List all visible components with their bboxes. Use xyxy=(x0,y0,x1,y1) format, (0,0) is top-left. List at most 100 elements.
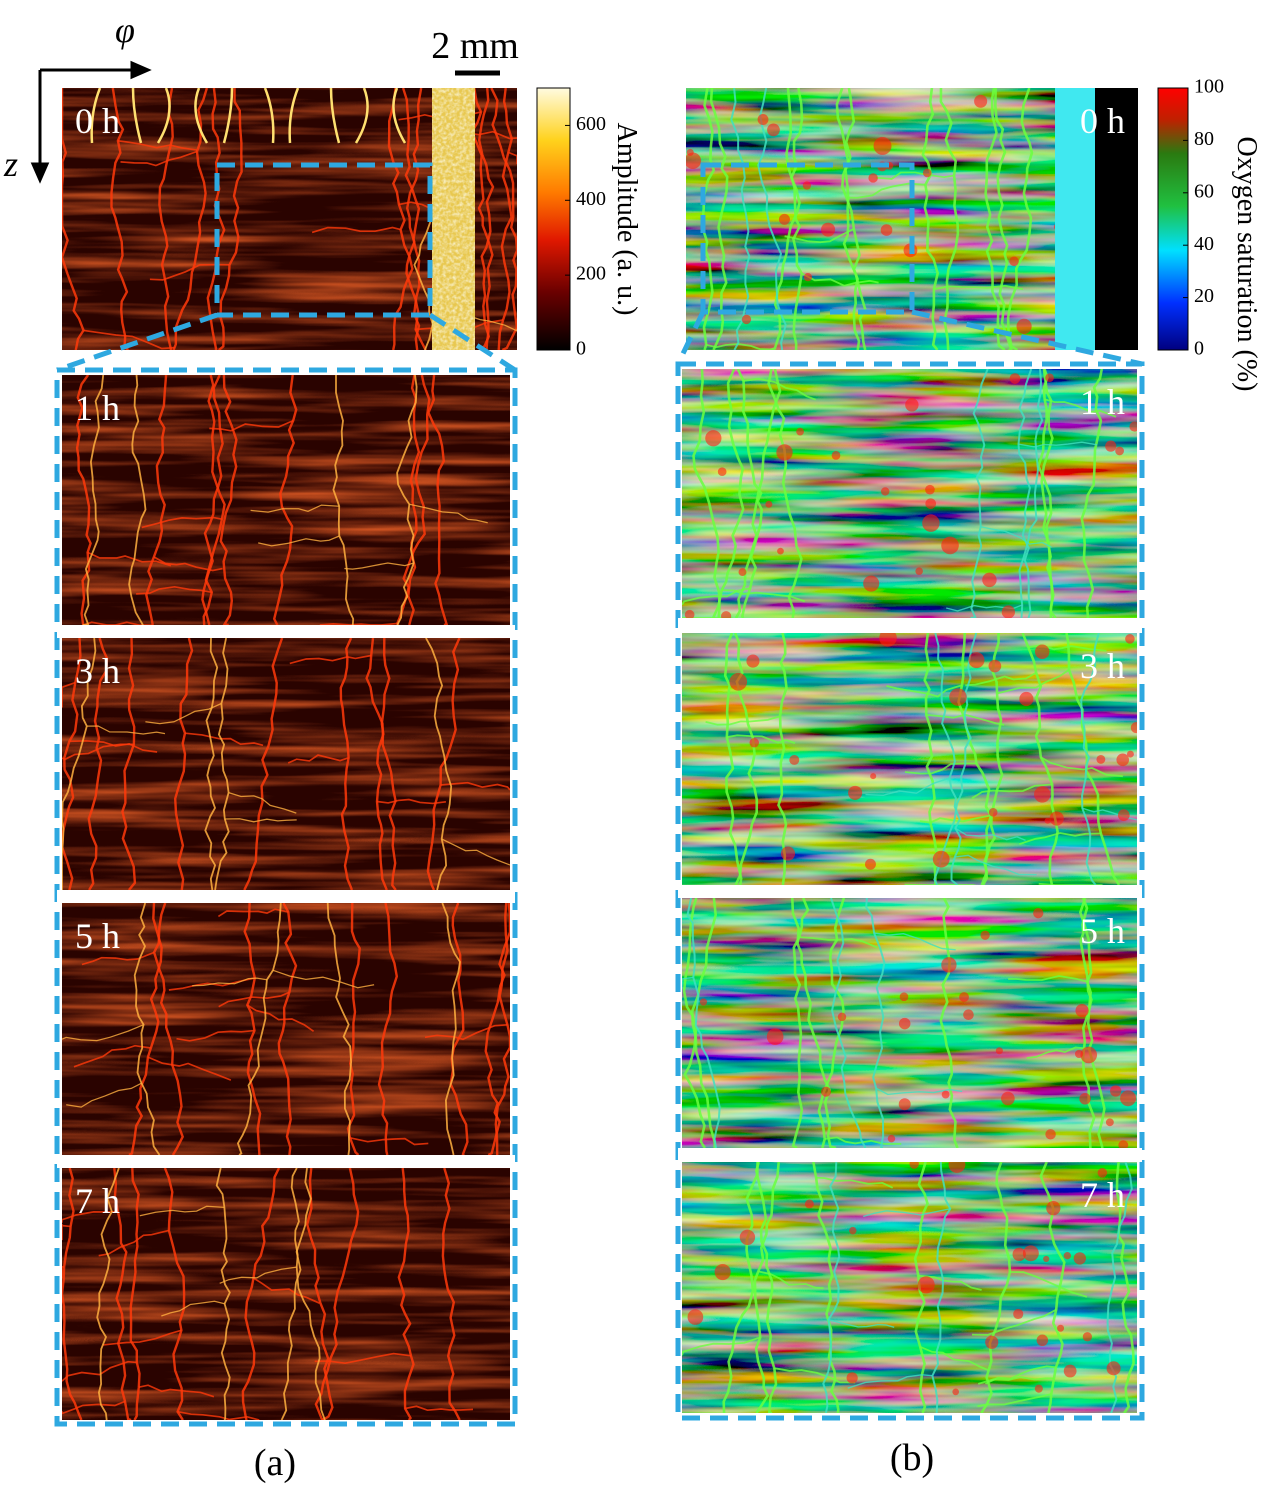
panel-label: (a) xyxy=(254,1442,296,1484)
image-panel xyxy=(682,898,1137,1148)
scale-bar-label: 2 mm xyxy=(431,25,519,67)
vessel xyxy=(682,898,706,1148)
spot xyxy=(941,1090,950,1099)
vessel xyxy=(1115,1162,1135,1413)
vessel xyxy=(497,88,514,350)
spot xyxy=(1106,1361,1121,1376)
separator xyxy=(57,625,515,638)
vessel xyxy=(236,903,282,1155)
vessel xyxy=(774,1367,856,1384)
vessel xyxy=(96,1168,120,1420)
vessel xyxy=(862,1208,951,1218)
vessel xyxy=(204,638,219,890)
vessel xyxy=(219,1266,297,1284)
spot xyxy=(887,1134,896,1143)
vessel xyxy=(87,551,172,567)
vessel xyxy=(314,1352,412,1365)
vessel xyxy=(1026,1046,1090,1059)
colorbar-tick-label: 0 xyxy=(1194,338,1204,360)
vessel xyxy=(290,1168,326,1420)
vessel xyxy=(847,1374,933,1389)
spot xyxy=(880,224,893,236)
vessel xyxy=(822,1162,841,1413)
spot xyxy=(1016,318,1032,334)
vessel xyxy=(767,369,803,618)
spot xyxy=(699,998,708,1006)
image-panel xyxy=(62,375,510,625)
vessel xyxy=(139,1205,225,1217)
time-label: 5 h xyxy=(1080,911,1125,951)
vessel xyxy=(277,903,298,1155)
vessel xyxy=(62,1024,144,1042)
vessel xyxy=(934,633,962,885)
vessel xyxy=(145,375,168,625)
vessel xyxy=(977,1376,1055,1385)
vessel xyxy=(923,633,939,885)
spot xyxy=(1118,1140,1129,1148)
colorbar-tick-label: 0 xyxy=(576,338,586,360)
vessel xyxy=(997,669,1070,695)
image-panel xyxy=(62,903,510,1155)
time-label: 1 h xyxy=(75,388,120,428)
spot xyxy=(1046,1201,1061,1216)
vessel xyxy=(1044,398,1117,418)
spot xyxy=(925,484,935,495)
vessel xyxy=(222,88,234,144)
vessel xyxy=(128,375,147,625)
vessel xyxy=(449,903,469,1155)
spot xyxy=(738,568,747,577)
spot xyxy=(1034,1384,1043,1393)
zoom-line xyxy=(675,310,706,366)
spot xyxy=(757,114,769,125)
vessel xyxy=(376,798,447,805)
spot xyxy=(865,858,876,870)
vessel xyxy=(87,638,109,890)
vessel xyxy=(939,898,959,1148)
vessel xyxy=(955,827,1026,842)
spot xyxy=(995,1047,1003,1055)
spot xyxy=(909,1162,919,1169)
spot xyxy=(776,444,793,461)
spot xyxy=(729,672,748,691)
spot xyxy=(1082,1332,1093,1342)
zoom-line xyxy=(428,312,517,373)
vessel xyxy=(392,88,423,350)
image-panel xyxy=(682,1162,1137,1413)
time-label: 7 h xyxy=(1080,1175,1125,1215)
vessel xyxy=(441,838,510,866)
vessel xyxy=(147,1056,232,1081)
vessel xyxy=(354,88,369,144)
vessel xyxy=(141,516,223,529)
roi-box xyxy=(700,162,915,315)
vessel xyxy=(874,932,956,951)
separator xyxy=(57,1155,515,1168)
vessel xyxy=(209,419,294,432)
vessel xyxy=(1017,369,1033,618)
vessel xyxy=(217,908,289,918)
vessel xyxy=(401,88,421,350)
spot xyxy=(963,1009,974,1020)
time-label: 7 h xyxy=(75,1181,120,1221)
spot xyxy=(821,1086,832,1097)
vessel xyxy=(425,638,453,890)
spot xyxy=(1075,1003,1089,1018)
spot xyxy=(1034,644,1050,659)
vessel xyxy=(194,88,209,144)
colorbar-title: Oxygen saturation (%) xyxy=(1231,136,1262,391)
spot xyxy=(802,181,812,190)
spot xyxy=(1105,440,1117,452)
separator xyxy=(57,890,515,903)
vessel xyxy=(1018,369,1044,618)
spot xyxy=(1079,1093,1091,1105)
spot xyxy=(941,536,959,555)
vessel xyxy=(1080,633,1100,885)
vessel xyxy=(801,272,879,287)
vessel xyxy=(219,375,238,625)
vessel xyxy=(830,898,867,1148)
vessel xyxy=(138,1384,215,1398)
spot xyxy=(1080,1046,1098,1064)
vessel xyxy=(62,88,85,350)
time-label: 3 h xyxy=(1080,646,1125,686)
vessel xyxy=(971,783,1053,799)
vessel xyxy=(980,1162,1012,1413)
